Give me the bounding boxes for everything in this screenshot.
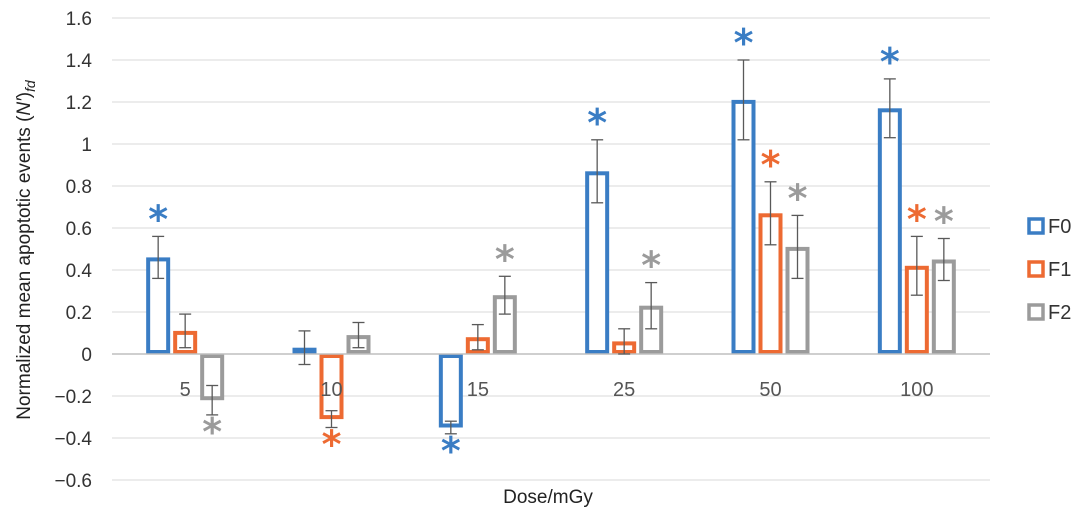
- y-tick-label: −0.2: [54, 387, 92, 408]
- bars: [146, 99, 956, 428]
- x-category-labels: 5 10 15 25 50 100: [180, 379, 934, 401]
- y-tick-labels: 1.6 1.4 1.2 1 0.8 0.6 0.4 0.2 0 −0.2 −0.4 −0.6: [54, 9, 92, 492]
- y-axis-title-sub: fd: [22, 79, 38, 92]
- y-tick-label: −0.4: [54, 429, 92, 450]
- legend-label-f2: F2: [1048, 302, 1071, 324]
- legend-label-f1: F1: [1048, 259, 1071, 281]
- x-category-label: 25: [613, 379, 635, 401]
- significance-star: *: [907, 197, 927, 241]
- significance-star: *: [641, 244, 661, 288]
- y-tick-label: 0.6: [66, 219, 92, 240]
- y-axis-title-main: Normalized mean apoptotic events (: [14, 115, 35, 420]
- x-category-label: 50: [759, 379, 781, 401]
- legend-swatch-f0: [1027, 217, 1045, 235]
- significance-star: *: [734, 21, 754, 65]
- legend-label-f0: F0: [1048, 216, 1071, 238]
- significance-star: *: [202, 410, 222, 454]
- y-tick-label: −0.6: [54, 471, 92, 492]
- bar-f0: [877, 108, 902, 354]
- y-tick-label: 0.2: [66, 303, 92, 324]
- y-tick-label: 1.4: [66, 51, 93, 72]
- legend: F0 F1 F2: [1027, 216, 1071, 324]
- y-tick-label: 1.6: [66, 9, 92, 30]
- x-axis-title: Dose/mGy: [503, 487, 593, 508]
- legend-swatch-f2: [1027, 303, 1045, 321]
- y-axis-title-var: N′: [14, 97, 35, 116]
- x-category-label: 5: [180, 379, 191, 401]
- legend-swatch-f1: [1027, 260, 1045, 278]
- significance-star: *: [761, 143, 781, 187]
- bar-f0: [438, 354, 463, 428]
- significance-star: *: [441, 429, 461, 473]
- significance-star: *: [934, 200, 954, 244]
- y-tick-label: 0.4: [66, 261, 93, 282]
- significance-star: *: [880, 40, 900, 84]
- y-tick-label: 1.2: [66, 93, 92, 114]
- significance-markers: ** * ********* *: [148, 21, 954, 473]
- x-category-label: 100: [900, 379, 933, 401]
- y-tick-label: 0: [81, 345, 92, 366]
- significance-star: *: [495, 237, 515, 281]
- y-axis-title-close: ): [14, 92, 35, 98]
- y-tick-label: 1: [81, 135, 92, 156]
- y-axis-title: Normalized mean apoptotic events (N′)fd: [14, 79, 38, 420]
- significance-star: *: [587, 101, 607, 145]
- significance-star: *: [788, 176, 808, 220]
- significance-star: *: [148, 197, 168, 241]
- error-bars: [152, 59, 950, 435]
- y-tick-label: 0.8: [66, 177, 92, 198]
- gridlines: [112, 17, 990, 481]
- significance-star: *: [322, 423, 342, 467]
- x-category-label: 15: [467, 379, 489, 401]
- x-category-label: 10: [320, 379, 342, 401]
